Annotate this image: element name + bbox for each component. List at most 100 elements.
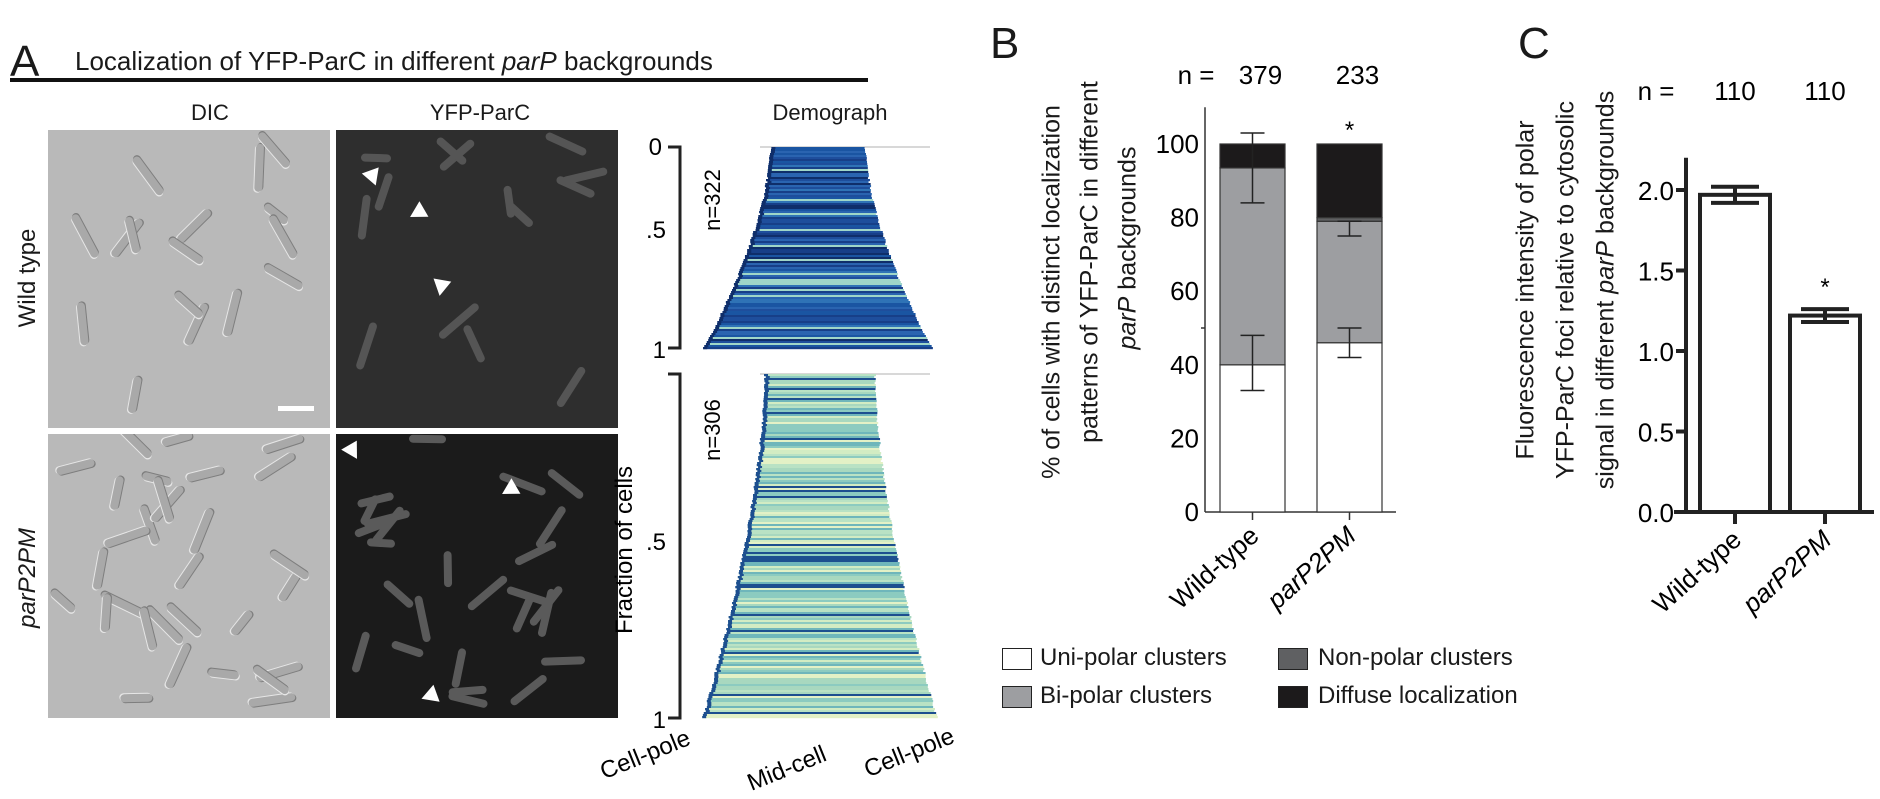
- demograph-edge: [762, 410, 767, 413]
- demograph-row: [726, 303, 910, 306]
- y-tick-label: 80: [1170, 203, 1199, 233]
- chart-c: 0.0 0.5 1.0 1.5 2.0 110 Wild-type 110 * parP2PM n …: [1638, 76, 1874, 620]
- demograph-row: [769, 159, 867, 162]
- demograph-row: [759, 460, 881, 463]
- demograph-row: [735, 590, 905, 593]
- demograph-row: [720, 313, 916, 316]
- demograph-row: [742, 560, 898, 563]
- demograph-edge: [765, 189, 770, 192]
- demograph-row: [742, 263, 894, 266]
- demograph-row: [747, 524, 893, 527]
- demograph-row: [743, 259, 893, 262]
- demograph-edge: [713, 329, 718, 332]
- demograph-edge: [762, 199, 767, 202]
- demograph-row: [750, 506, 890, 509]
- demograph-row: [733, 598, 907, 601]
- demograph-edge: [738, 273, 743, 276]
- demograph-edge: [760, 207, 765, 210]
- demograph-edge: [747, 536, 752, 539]
- row-label-parp2pm: parP2PM: [14, 527, 41, 629]
- panel-b-ylabel-2: patterns of YFP-ParC in different: [1075, 81, 1104, 443]
- demograph-edge: [758, 456, 763, 459]
- demograph-row: [762, 412, 878, 415]
- demograph-row: [755, 229, 881, 232]
- demograph-row: [729, 618, 911, 621]
- demograph-row: [716, 664, 924, 667]
- demograph-edge: [754, 490, 759, 493]
- demograph-edge: [756, 225, 761, 228]
- demograph-row: [770, 151, 866, 154]
- demograph-edge: [755, 478, 760, 481]
- demograph-edge: [736, 279, 741, 282]
- demograph-row: [736, 582, 904, 585]
- demograph-row: [761, 426, 879, 429]
- demograph-edge: [721, 652, 726, 655]
- demograph-row: [714, 674, 926, 677]
- demograph-row: [741, 558, 899, 561]
- demograph-edge: [761, 205, 766, 208]
- demograph-edge: [765, 191, 770, 194]
- demograph-edge: [718, 656, 723, 659]
- demograph-row: [761, 434, 879, 437]
- demograph-edge: [743, 552, 748, 555]
- demograph-edge: [762, 414, 767, 417]
- demograph-edge: [739, 574, 744, 577]
- demograph-row: [735, 281, 901, 284]
- demograph-edge: [708, 337, 713, 340]
- demograph-edge: [726, 303, 731, 306]
- demograph-edge: [733, 283, 738, 286]
- demograph-edge: [752, 502, 757, 505]
- demograph-row: [708, 696, 932, 699]
- demograph-edge: [712, 686, 717, 689]
- demograph-edge: [742, 554, 747, 557]
- demograph-edge: [747, 530, 752, 533]
- demograph-edge: [745, 546, 750, 549]
- demograph-edge: [719, 317, 724, 320]
- y-tick-label: 40: [1170, 350, 1199, 380]
- demograph-row: [755, 478, 885, 481]
- demograph-row: [724, 305, 912, 308]
- demograph-edge: [725, 301, 730, 304]
- demograph-row: [762, 414, 878, 417]
- demograph-row: [764, 384, 876, 387]
- bacterial-cell: [49, 587, 77, 614]
- demograph-row: [712, 684, 928, 687]
- demograph-edge: [757, 462, 762, 465]
- demograph-row: [749, 247, 887, 250]
- demograph-row: [750, 516, 890, 519]
- bacterial-cell: [502, 185, 515, 219]
- demograph-row: [759, 454, 881, 457]
- demograph-edge: [748, 245, 753, 248]
- demograph-edge: [768, 177, 773, 180]
- demograph-row: [711, 690, 929, 693]
- demograph-edge: [755, 229, 760, 232]
- demograph-row: [758, 217, 878, 220]
- demograph-edge: [771, 147, 776, 150]
- demograph-row: [753, 496, 887, 499]
- demograph-row: [719, 654, 921, 657]
- tick-1-top: 1: [653, 337, 666, 364]
- demograph-row: [758, 456, 882, 459]
- demograph-row: [763, 406, 877, 409]
- demograph-row: [767, 169, 869, 172]
- demograph-row: [745, 546, 895, 549]
- demograph-row: [743, 552, 897, 555]
- demograph-edge: [750, 239, 755, 242]
- demograph-row: [715, 327, 921, 330]
- demograph-row: [748, 528, 892, 531]
- demograph-row: [702, 716, 938, 719]
- legend-swatch-diffuse: [1278, 686, 1308, 708]
- demograph-row: [753, 494, 887, 497]
- demograph-row: [747, 536, 893, 539]
- demograph-row: [764, 378, 876, 381]
- xlabel-cell-pole-right: Cell-pole: [860, 723, 958, 784]
- demograph-row: [746, 253, 890, 256]
- demograph-row: [738, 572, 902, 575]
- demograph-edge: [714, 674, 719, 677]
- demograph-row: [736, 580, 904, 583]
- bacterial-cell: [261, 434, 305, 454]
- demograph-edge: [759, 454, 764, 457]
- demograph-edge: [713, 682, 718, 685]
- demograph-edge: [760, 450, 765, 453]
- demograph-edge: [767, 173, 772, 176]
